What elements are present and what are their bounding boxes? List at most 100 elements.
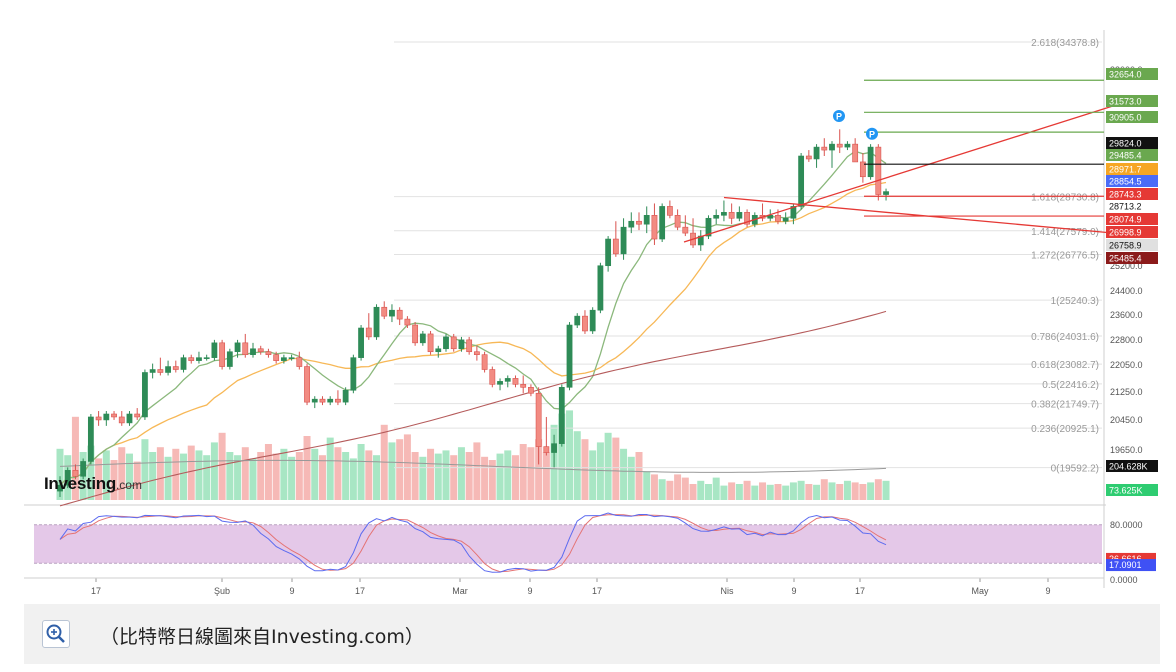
volume-bar: [226, 452, 234, 500]
candle-body: [728, 212, 735, 219]
volume-bar: [851, 482, 859, 500]
candle-body: [219, 342, 226, 367]
candle: [597, 262, 604, 314]
candle-body: [149, 369, 156, 373]
price-badge-label: 73.625K: [1109, 486, 1143, 496]
fib-label: 1.618(28730.8): [1031, 193, 1099, 204]
candle-body: [504, 378, 511, 382]
candle: [558, 384, 565, 447]
candle: [589, 307, 596, 334]
volume-bar: [465, 452, 473, 500]
candle: [867, 144, 874, 180]
x-tick-label: 9: [791, 586, 796, 596]
volume-bar: [280, 448, 288, 500]
candle: [605, 236, 612, 272]
candle-body: [257, 348, 264, 353]
price-badge: [1106, 188, 1158, 200]
x-tick-label: 17: [355, 586, 365, 596]
candle-body: [57, 484, 63, 492]
volume-bar: [365, 450, 373, 500]
price-badge-label: 32654.0: [1109, 70, 1142, 80]
candle: [782, 212, 789, 225]
candle: [142, 369, 148, 420]
price-badge: [1106, 252, 1158, 264]
candle-body: [682, 226, 689, 234]
volume-bar: [264, 444, 272, 500]
candle: [651, 203, 658, 245]
candle-body: [188, 357, 195, 361]
candle-body: [165, 366, 171, 373]
candle: [172, 360, 179, 373]
volume-bar: [164, 456, 172, 500]
fib-label: 1(25240.3): [1051, 296, 1099, 307]
candle-body: [458, 339, 465, 350]
candle-body: [265, 351, 272, 355]
candle: [427, 330, 434, 355]
candle: [419, 330, 426, 346]
candle: [103, 411, 110, 426]
candle-body: [435, 348, 442, 353]
candle: [697, 230, 704, 251]
volume-bar: [272, 453, 280, 500]
stoch-d-value: 17.0901: [1109, 560, 1142, 570]
y-tick-label: 24400.0: [1110, 286, 1143, 296]
volume-bar: [542, 452, 550, 500]
candle: [852, 138, 859, 163]
volume-bar: [504, 450, 512, 500]
candle-body: [443, 336, 449, 350]
trend-lines: [683, 79, 1115, 243]
candle-body: [319, 398, 326, 403]
candle: [566, 322, 573, 391]
candle-body: [883, 191, 889, 195]
volume-bar: [805, 484, 813, 500]
candle: [373, 304, 380, 340]
fib-label: 1.414(27579.0): [1031, 227, 1099, 238]
price-labels: 32654.0 31573.0 30905.0 29824.0 29485.4 28971…: [1106, 68, 1158, 496]
candle: [721, 200, 727, 222]
candle-body: [829, 143, 835, 151]
volume-bar: [674, 474, 682, 500]
candle-body: [836, 143, 843, 148]
chart-area: 2.618(34378.8) 1.618(28730.8) 1.414(27579.…: [24, 30, 1160, 604]
candle-body: [365, 327, 372, 338]
fibonacci-levels: 2.618(34378.8) 1.618(28730.8) 1.414(27579.…: [394, 38, 1102, 475]
candle-body: [875, 146, 882, 195]
candle-body: [427, 333, 434, 353]
candle-body: [821, 146, 828, 151]
price-badge: [1106, 484, 1158, 496]
y-tick-label: 25200.0: [1110, 261, 1143, 271]
volume-bar: [156, 447, 164, 500]
candle: [636, 212, 642, 231]
fib-label: 0.5(22416.2): [1042, 380, 1099, 391]
candle: [805, 150, 812, 162]
candle-body: [481, 354, 488, 370]
candle: [180, 354, 187, 373]
candle: [304, 363, 310, 406]
candle-body: [172, 366, 179, 370]
volume-bar: [342, 452, 350, 500]
candle: [528, 384, 534, 397]
candle: [466, 336, 473, 355]
candle-body: [134, 413, 141, 418]
volume-bar: [488, 460, 496, 500]
candle-body: [535, 392, 542, 447]
volume-bar: [882, 480, 890, 500]
volume-bar: [357, 444, 365, 500]
candle-body: [419, 333, 426, 344]
candle-body: [713, 215, 720, 219]
zoom-button[interactable]: [42, 620, 70, 648]
candle-body: [813, 146, 820, 160]
pivot-label: P: [869, 129, 875, 139]
volume-bar: [774, 484, 782, 500]
candle-body: [674, 215, 681, 228]
candle: [705, 215, 712, 240]
volume-bar: [519, 444, 527, 500]
volume-bar: [828, 482, 836, 500]
candle: [280, 354, 287, 364]
candle-body: [775, 215, 781, 222]
volume-bar: [110, 460, 118, 500]
volume-bar: [596, 442, 604, 500]
candle: [551, 434, 557, 468]
candle-body: [790, 206, 797, 219]
volume-bar: [843, 480, 851, 500]
